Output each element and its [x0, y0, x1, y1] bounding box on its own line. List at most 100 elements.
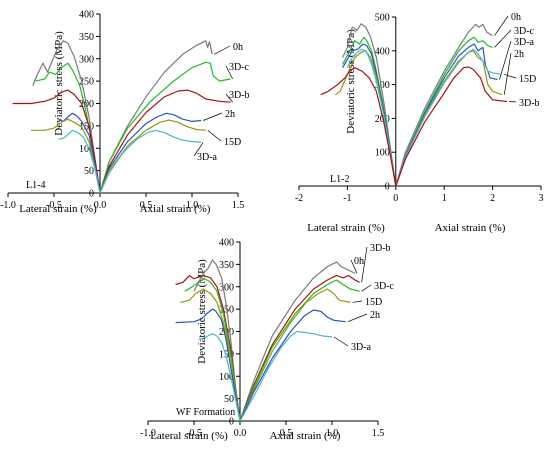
y-tick-label: 350 [79, 32, 94, 43]
x-axis-label-axial: Axial strain (%) [270, 430, 341, 442]
series-label: 2h [225, 109, 235, 120]
series-line-2h-axial [395, 50, 503, 187]
series-label-leader [499, 40, 512, 80]
x-tick-label: 1.5 [232, 200, 245, 211]
series-label-leader [494, 29, 512, 48]
series-label-leader [225, 93, 233, 103]
series-line-3d-b-lateral [12, 89, 101, 194]
y-tick-label: 150 [219, 349, 234, 360]
series-label-leader [361, 284, 372, 292]
series-label: 0h [233, 42, 243, 53]
series-line-15d-axial [99, 119, 206, 194]
x-axis-label-axial: Axial strain (%) [140, 203, 211, 215]
y-tick-label: 300 [219, 282, 234, 293]
series-line-2h-axial [239, 309, 346, 422]
y-tick-label: 300 [79, 54, 94, 65]
x-tick-label: -0.5 [46, 200, 62, 211]
y-tick-label: 0 [89, 189, 94, 200]
y-tick-label: 350 [219, 260, 234, 271]
x-tick-label: 3 [539, 193, 544, 204]
series-line-3d-b-axial [99, 89, 231, 194]
y-axis-label: Deviatoric stress (MPa) [345, 29, 357, 134]
series-line-3d-a-lateral [58, 129, 101, 194]
y-tick-label: 500 [375, 13, 390, 24]
x-tick-label: 1.0 [326, 428, 339, 439]
series-line-15d-lateral [180, 288, 241, 422]
series-label-leader [350, 259, 358, 274]
series-line-0h-axial [239, 261, 356, 422]
series-label: 15D [365, 297, 382, 308]
series-line-15d-lateral [31, 118, 101, 194]
y-tick-label: 250 [79, 77, 94, 88]
series-label-leader [504, 74, 517, 79]
series-line-2h-lateral [58, 112, 101, 194]
series-label-leader [193, 142, 204, 157]
series-line-2h-axial [99, 112, 202, 194]
panel-l1-2: -2 -1 0 1 2 3 0 100 200 300 400 500 Deviatoric stres… [295, 12, 544, 234]
series-label-leader [347, 313, 368, 322]
y-tick-label: 100 [375, 148, 390, 159]
x-tick-label: 1 [442, 193, 447, 204]
series-label: 3D-a [197, 152, 218, 163]
series-line-2h-lateral [175, 308, 241, 422]
x-tick-label: 1.5 [372, 428, 385, 439]
series-label-leader [333, 336, 349, 347]
series-line-3d-a-lateral [198, 333, 241, 422]
series-line-3d-a-axial [395, 43, 498, 187]
panel-label: L1-2 [330, 174, 349, 185]
series-label: 2h [514, 49, 524, 60]
x-tick-label: 0.5 [280, 428, 293, 439]
series-line-3d-b-axial [395, 66, 508, 187]
x-axis-label-lateral: Lateral strain (%) [307, 222, 385, 234]
y-axis-label: Deviatoric stress (MPa) [53, 31, 65, 136]
x-axis-label-lateral: Lateral strain (%) [19, 203, 97, 215]
x-tick-label: -2 [295, 193, 303, 204]
series-label: 0h [354, 256, 364, 267]
panel-l1-4: -1.0 -0.5 0.0 0.5 1.0 1.505010015020025030035… [0, 10, 249, 216]
series-label: 3D-c [374, 281, 395, 292]
series-label: 3D-c [514, 26, 535, 37]
series-line-3d-a-axial [99, 129, 202, 194]
series-line-3d-b-axial [239, 275, 360, 422]
series-label-leader [352, 300, 363, 303]
series-label: 0h [511, 12, 521, 23]
series-line-3d-c-axial [395, 36, 493, 187]
series-line-0h-lateral [342, 23, 397, 187]
series-label-leader [207, 130, 222, 142]
series-label-leader [225, 65, 233, 80]
x-tick-label: 0.0 [94, 200, 107, 211]
x-tick-label: -1 [343, 193, 351, 204]
series-line-3d-c-axial [239, 279, 360, 422]
x-tick-label: -0.5 [186, 428, 202, 439]
panel-label: WF Formation [176, 407, 235, 418]
y-tick-label: 200 [375, 114, 390, 125]
y-tick-label: 300 [375, 80, 390, 91]
y-tick-label: 50 [84, 166, 94, 177]
series-line-15d-axial [395, 48, 503, 187]
y-tick-label: 400 [375, 46, 390, 57]
series-label: 3D-b [229, 90, 250, 101]
series-label: 15D [519, 74, 536, 85]
y-tick-label: 150 [79, 121, 94, 132]
series-label: 2h [370, 310, 380, 321]
series-label-leader [361, 246, 368, 283]
series-label-leader [494, 15, 509, 36]
series-line-0h-lateral [32, 40, 101, 194]
series-label: 15D [224, 137, 241, 148]
series-label: 3D-c [229, 62, 250, 73]
series-label-leader [503, 52, 512, 95]
series-label: 3D-a [514, 37, 535, 48]
series-line-3d-c-axial [99, 61, 231, 194]
x-tick-label: 0.5 [140, 200, 153, 211]
y-tick-label: 0 [229, 417, 234, 428]
x-tick-label: 2 [490, 193, 495, 204]
series-label: 3D-a [351, 342, 372, 353]
panel-wf-formation: -1.0 -0.5 0.0 0.5 1.0 1.505010015020025030035… [140, 238, 394, 443]
series-label-leader [203, 112, 223, 121]
series-line-3d-b-lateral [320, 67, 397, 187]
series-line-15d-lateral [346, 48, 397, 187]
series-line-15d-axial [239, 288, 351, 422]
y-tick-label: 50 [224, 394, 234, 405]
series-label: 3D-b [519, 98, 540, 109]
y-tick-label: 400 [79, 10, 94, 21]
